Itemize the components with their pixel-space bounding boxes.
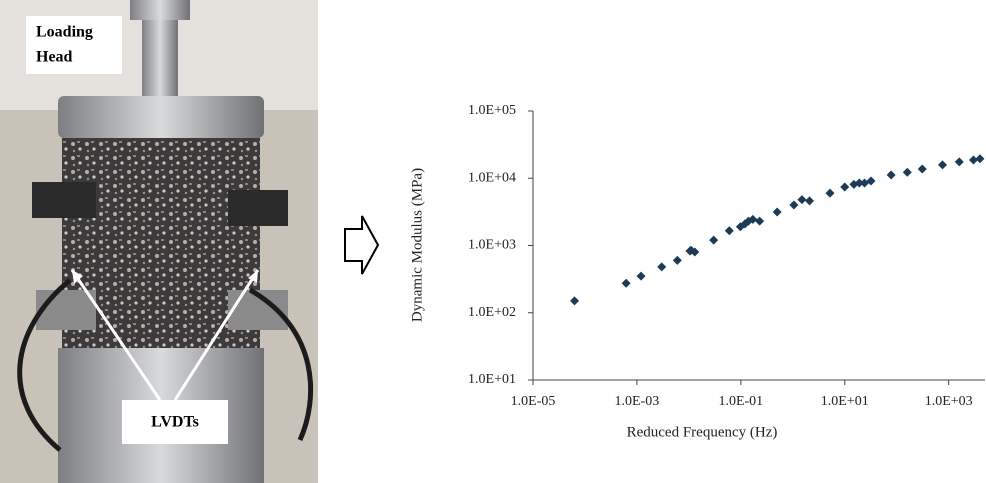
data-point — [789, 200, 799, 210]
chart: Reduced Frequency (Hz) Dynamic Modulus (… — [409, 103, 985, 440]
data-point — [902, 167, 912, 177]
x-tick-label: 1.0E-03 — [615, 394, 660, 409]
data-point — [937, 160, 947, 170]
data-point — [825, 188, 835, 198]
y-tick-label: 1.0E+04 — [468, 170, 516, 185]
data-point — [570, 296, 580, 306]
data-point — [968, 155, 978, 165]
top-platen — [58, 96, 264, 138]
data-point — [724, 226, 734, 236]
lvdt-right — [228, 190, 288, 226]
data-point — [805, 196, 815, 206]
pointer-arrow — [70, 269, 260, 401]
piston — [130, 0, 190, 20]
photo-label: Head — [36, 49, 73, 66]
data-point — [755, 216, 765, 226]
data-point — [672, 255, 682, 265]
data-point — [975, 154, 985, 164]
data-point — [636, 271, 646, 281]
x-tick-label: 1.0E-01 — [718, 394, 763, 409]
lvdt-left-lower — [36, 290, 96, 330]
x-tick-label: 1.0E+03 — [925, 394, 973, 409]
data-point — [954, 157, 964, 167]
x-tick-label: 1.0E-05 — [511, 394, 556, 409]
data-point — [690, 247, 700, 257]
label-box — [122, 400, 228, 444]
x-axis-title: Reduced Frequency (Hz) — [627, 424, 778, 440]
y-tick-label: 1.0E+05 — [468, 103, 516, 118]
data-point — [886, 170, 896, 180]
photo-label: Loading — [36, 24, 93, 41]
data-point — [797, 195, 807, 205]
data-point — [748, 214, 758, 224]
data-point — [772, 207, 782, 217]
label-box — [26, 16, 122, 74]
flow-arrow — [344, 215, 380, 275]
y-tick-label: 1.0E+01 — [468, 372, 516, 387]
photo-label: LVDTs — [151, 414, 199, 431]
y-tick-label: 1.0E+03 — [468, 238, 516, 253]
data-point — [840, 182, 850, 192]
data-point — [621, 278, 631, 288]
data-point — [866, 176, 876, 186]
data-point — [709, 235, 719, 245]
cable — [17, 278, 314, 452]
data-point — [657, 262, 667, 272]
y-axis-title: Dynamic Modulus (MPa) — [409, 168, 425, 322]
loading-head — [142, 20, 178, 96]
x-tick-label: 1.0E+01 — [821, 394, 869, 409]
photo: Loading Head LVDTs — [0, 0, 318, 483]
data-point — [854, 178, 864, 188]
data-point — [917, 164, 927, 174]
lvdt-left — [32, 182, 96, 218]
y-tick-label: 1.0E+02 — [468, 305, 516, 320]
specimen — [62, 138, 260, 378]
